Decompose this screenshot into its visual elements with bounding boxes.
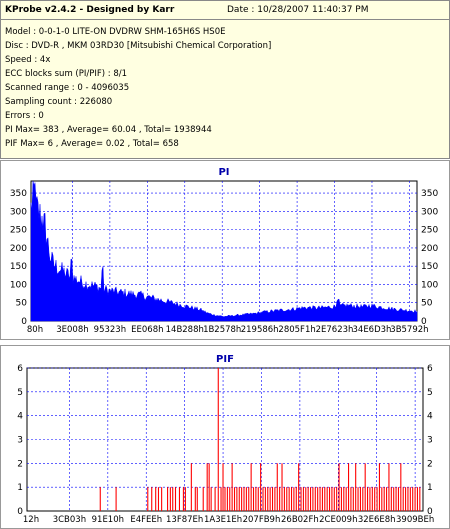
pif-ytick-right: 1 — [427, 483, 433, 493]
pif-ytick-left: 0 — [17, 507, 23, 517]
pi-ytick-left: 0 — [21, 317, 27, 327]
pi-area-series — [30, 181, 418, 322]
pi-ytick-left: 200 — [10, 244, 27, 254]
pi-xtick-label: 219586h — [241, 325, 279, 335]
pif-xtick-label: 3CB03h — [53, 515, 86, 525]
pif-ytick-right: 0 — [427, 507, 433, 517]
pi-ytick-left: 100 — [10, 280, 27, 290]
pif-xtick-label: E4FEEh — [130, 515, 162, 525]
pif-ytick-left: 5 — [17, 388, 23, 398]
info-speed: Speed : 4x — [5, 55, 51, 65]
pif-xtick-label: 207FB9h — [243, 515, 281, 525]
pi-xtick-label: 2805F1h — [278, 325, 315, 335]
pif-ytick-right: 6 — [427, 364, 433, 374]
pif-xtick-label: 2CE009h — [319, 515, 357, 525]
info-pif-summary: PIF Max= 6 , Average= 0.02 , Total= 658 — [5, 139, 179, 149]
pi-chart: 0 0 50 50 100 100 150 150 200 200 250 250 300 300 350 3… — [10, 167, 439, 335]
pif-ytick-left: 6 — [17, 364, 23, 374]
pi-ytick-left: 350 — [10, 189, 27, 199]
pi-xtick-label: 14B288h — [166, 325, 204, 335]
pif-ytick-right: 5 — [427, 388, 433, 398]
pif-ytick-left: 1 — [17, 483, 23, 493]
pif-xtick-label: 3909BEh — [396, 515, 434, 525]
pi-xtick-label: 34E6D3h — [353, 325, 392, 335]
pif-xtick-label: 12h — [23, 515, 39, 525]
app-title: KProbe v2.4.2 - Designed by Karr — [5, 5, 175, 15]
pi-chart-title: PI — [218, 167, 229, 178]
pif-ytick-right: 4 — [427, 412, 433, 422]
pif-ytick-left: 2 — [17, 459, 23, 469]
pi-xtick-label: 3E008h — [56, 325, 88, 335]
pi-chart-panel: 0 0 50 50 100 100 150 150 200 200 250 250 300 300 350 3… — [0, 160, 450, 340]
info-model: Model : 0-0-1-0 LITE-ON DVDRW SHM-165H6S… — [5, 27, 226, 37]
pi-ytick-right: 350 — [421, 189, 438, 199]
pi-ytick-right: 150 — [421, 262, 438, 272]
pi-ytick-right: 0 — [421, 317, 427, 327]
pi-ytick-right: 100 — [421, 280, 438, 290]
pif-ytick-right: 2 — [427, 459, 433, 469]
pi-xtick-label: 3B5792h — [390, 325, 428, 335]
pi-ytick-right: 300 — [421, 207, 438, 217]
pi-xtick-label: 80h — [27, 325, 43, 335]
info-range: Scanned range : 0 - 4096035 — [5, 83, 130, 93]
pif-xtick-label: 13F87Eh — [166, 515, 203, 525]
pif-xtick-label: 26B02Fh — [281, 515, 319, 525]
pif-xtick-label: 32E6E8h — [358, 515, 396, 525]
pif-xtick-label: 1A3E1Eh — [204, 515, 242, 525]
pif-ytick-left: 4 — [17, 412, 23, 422]
info-pi-summary: PI Max= 383 , Average= 60.04 , Total= 19… — [5, 125, 212, 135]
pif-chart: 0 0 1 1 2 2 3 3 4 4 5 5 6 6 12h 3CB03h 91E10h E4FEEh 13F87… — [17, 354, 434, 525]
pi-xtick-label: EE068h — [131, 325, 163, 335]
divider — [1, 19, 449, 20]
info-errors: Errors : 0 — [5, 111, 44, 121]
pif-chart-title: PIF — [216, 354, 234, 365]
info-disc: Disc : DVD-R , MKM 03RD30 [Mitsubishi Ch… — [5, 41, 272, 51]
scan-date: Date : 10/28/2007 11:40:37 PM — [227, 5, 369, 15]
pi-ytick-left: 300 — [10, 207, 27, 217]
pi-xtick-label: 1B2578h — [203, 325, 241, 335]
pi-ytick-right: 50 — [421, 299, 433, 309]
pif-ytick-right: 3 — [427, 436, 433, 446]
info-ecc: ECC blocks sum (PI/PIF) : 8/1 — [5, 69, 128, 79]
pi-xtick-label: 95323h — [94, 325, 126, 335]
pi-ytick-right: 250 — [421, 226, 438, 236]
pif-ytick-left: 3 — [17, 436, 23, 446]
info-sampling: Sampling count : 226080 — [5, 97, 113, 107]
disc-info-panel: KProbe v2.4.2 - Designed by Karr Date : … — [0, 0, 450, 159]
pi-ytick-left: 50 — [16, 299, 28, 309]
pi-ytick-left: 150 — [10, 262, 27, 272]
pi-ytick-right: 200 — [421, 244, 438, 254]
pi-ytick-left: 250 — [10, 226, 27, 236]
pif-chart-panel: 0 0 1 1 2 2 3 3 4 4 5 5 6 6 12h 3CB03h 91E10h E4FEEh 13F87… — [0, 345, 450, 529]
pif-xtick-label: 91E10h — [92, 515, 124, 525]
pi-xtick-label: 2E7623h — [316, 325, 354, 335]
